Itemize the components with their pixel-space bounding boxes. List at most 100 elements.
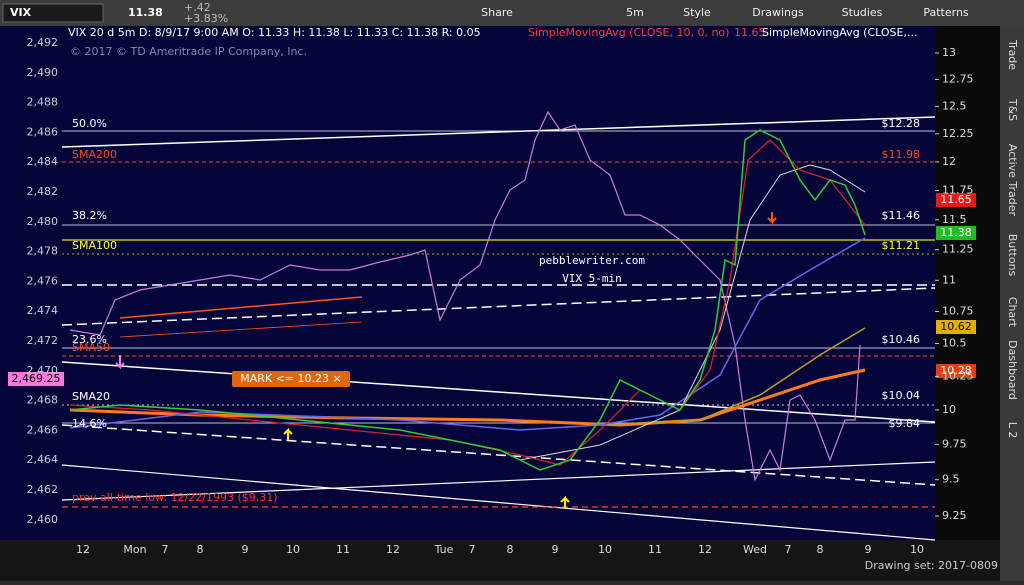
symbol-box[interactable] [2, 3, 104, 23]
watermark: pebblewriter.com [539, 254, 645, 267]
x-tick-label: 10 [910, 543, 924, 556]
left-tick-label: 2,472 [27, 334, 59, 347]
copyright: © 2017 © TD Ameritrade IP Company, Inc. [70, 45, 307, 58]
chart-drawings [61, 110, 936, 541]
annotation: SMA20 [72, 390, 110, 403]
symbol[interactable]: VIX [10, 6, 32, 19]
x-tick-label: 7 [785, 543, 792, 556]
annotation: 23.6% [72, 333, 107, 346]
x-tick-label: Mon [123, 543, 146, 556]
level-label: $11.46 [882, 209, 921, 222]
side-tab[interactable]: L 2 [1006, 422, 1019, 439]
x-tick-label: 11 [336, 543, 350, 556]
left-tick-label: 2,466 [27, 423, 59, 436]
left-tick-label: 2,486 [27, 125, 59, 138]
price-tag: 11.65 [940, 193, 972, 206]
annotation: SMA100 [72, 239, 117, 252]
toolbar-button[interactable]: Style [683, 6, 711, 19]
right-tick-label: 9.75 [942, 437, 967, 450]
mark-label[interactable]: MARK <= 10.23 × [240, 372, 342, 385]
level-label: $12.28 [882, 117, 921, 130]
toolbar-button[interactable]: Share [481, 6, 513, 19]
x-tick-label: 11 [648, 543, 662, 556]
change: +.42 [184, 1, 211, 14]
price-tag: 10.28 [940, 364, 972, 377]
price-tag: 11.38 [940, 226, 972, 239]
x-tick-label: 9 [242, 543, 249, 556]
right-tick-label: 11.5 [942, 213, 967, 226]
price: 11.38 [128, 6, 163, 19]
right-tick-label: 12.75 [942, 72, 974, 85]
x-tick-label: 10 [598, 543, 612, 556]
left-tick-label: 2,464 [27, 453, 59, 466]
left-tick-label: 2,462 [27, 483, 59, 496]
study: SimpleMovingAvg (CLOSE,... [762, 26, 917, 39]
annotation: prev all-time low: 12/22/1993 ($9.31) [72, 491, 278, 504]
tag-bg [936, 320, 976, 334]
x-tick-label: 8 [507, 543, 514, 556]
side-tab[interactable]: T&S [1006, 98, 1019, 121]
side-tab[interactable]: Dashboard [1006, 340, 1019, 400]
left-tick-label: 2,480 [27, 215, 59, 228]
right-tick-label: 10.25 [942, 369, 974, 382]
side-tab[interactable]: Buttons [1006, 234, 1019, 277]
right-tick-label: 11.75 [942, 184, 974, 197]
info-line: VIX 20 d 5m D: 8/9/17 9:00 AM O: 11.33 H… [68, 26, 481, 39]
x-tick-label: 7 [162, 543, 169, 556]
x-tick-label: Wed [743, 543, 767, 556]
annotation: 14.6% [72, 417, 107, 430]
toolbar-button[interactable]: Studies [842, 6, 883, 19]
level-label: $10.46 [882, 333, 921, 346]
right-tick-label: 11.25 [942, 243, 974, 256]
right-tick-label: 12 [942, 155, 956, 168]
right-tick-label: 11 [942, 273, 956, 286]
x-tick-label: 7 [469, 543, 476, 556]
right-tick-label: 13 [942, 46, 956, 59]
annotation: SMA200 [72, 148, 117, 161]
right-tick-label: 12.25 [942, 127, 974, 140]
left-tick-label: 2,478 [27, 245, 59, 258]
tag-bg [936, 226, 976, 240]
x-tick-label: 12 [698, 543, 712, 556]
change-pct: +3.83% [184, 12, 228, 25]
right-tick-label: 10 [942, 403, 956, 416]
es-tag: 2,469.25 [12, 372, 61, 385]
x-tick-label: Tue [434, 543, 454, 556]
toolbar-button[interactable]: Drawings [752, 6, 804, 19]
x-tick-label: 9 [865, 543, 872, 556]
right-axis [935, 26, 1000, 540]
level-label: $10.04 [882, 389, 921, 402]
left-tick-label: 2,484 [27, 155, 59, 168]
level-label: $9.84 [889, 417, 921, 430]
x-tick-label: 8 [197, 543, 204, 556]
left-tick-label: 2,488 [27, 96, 59, 109]
left-tick-label: 2,476 [27, 274, 59, 287]
right-tick-label: 9.5 [942, 473, 960, 486]
side-panel [1000, 26, 1024, 581]
annotation: SMA50 [72, 341, 110, 354]
toolbar-button[interactable]: Patterns [923, 6, 969, 19]
side-tab[interactable]: Active Trader [1006, 144, 1019, 217]
left-tick-label: 2,460 [27, 513, 59, 526]
x-tick-label: 12 [76, 543, 90, 556]
annotation: 50.0% [72, 117, 107, 130]
left-axis [0, 26, 62, 540]
x-tick-label: 10 [286, 543, 300, 556]
footer: Drawing set: 2017-0809 [865, 559, 998, 572]
left-tick-label: 2,492 [27, 36, 59, 49]
study-value: 11.65 [734, 26, 766, 39]
x-tick-label: 8 [817, 543, 824, 556]
right-tick-label: 10.75 [942, 305, 974, 318]
tag-bg [936, 193, 976, 207]
side-tab[interactable]: Trade [1006, 39, 1019, 70]
tag-bg [936, 364, 976, 378]
left-tick-label: 2,482 [27, 185, 59, 198]
toolbar-button[interactable]: 5m [626, 6, 644, 19]
left-tick-label: 2,474 [27, 304, 59, 317]
toolbar [0, 0, 1024, 26]
mark-label-bg[interactable] [232, 371, 350, 387]
side-tab[interactable]: Chart [1006, 297, 1019, 328]
x-tick-label: 9 [552, 543, 559, 556]
chart-area [0, 26, 935, 540]
